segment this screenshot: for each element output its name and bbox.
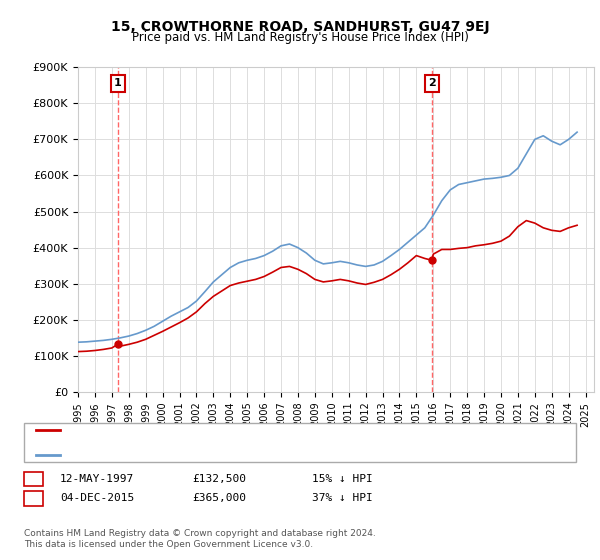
- Text: 37% ↓ HPI: 37% ↓ HPI: [312, 493, 373, 503]
- Text: Price paid vs. HM Land Registry's House Price Index (HPI): Price paid vs. HM Land Registry's House …: [131, 31, 469, 44]
- Text: £365,000: £365,000: [192, 493, 246, 503]
- Text: £132,500: £132,500: [192, 474, 246, 484]
- Text: 2: 2: [428, 78, 436, 88]
- Text: 1: 1: [30, 474, 37, 484]
- Text: Contains HM Land Registry data © Crown copyright and database right 2024.
This d: Contains HM Land Registry data © Crown c…: [24, 529, 376, 549]
- Text: 2: 2: [30, 493, 37, 503]
- Text: HPI: Average price, detached house, Bracknell Forest: HPI: Average price, detached house, Brac…: [66, 450, 343, 460]
- Text: 15, CROWTHORNE ROAD, SANDHURST, GU47 9EJ: 15, CROWTHORNE ROAD, SANDHURST, GU47 9EJ: [110, 20, 490, 34]
- Text: 15% ↓ HPI: 15% ↓ HPI: [312, 474, 373, 484]
- Text: 12-MAY-1997: 12-MAY-1997: [60, 474, 134, 484]
- Text: 04-DEC-2015: 04-DEC-2015: [60, 493, 134, 503]
- Text: 15, CROWTHORNE ROAD, SANDHURST, GU47 9EJ (detached house): 15, CROWTHORNE ROAD, SANDHURST, GU47 9EJ…: [66, 425, 418, 435]
- Text: 1: 1: [114, 78, 122, 88]
